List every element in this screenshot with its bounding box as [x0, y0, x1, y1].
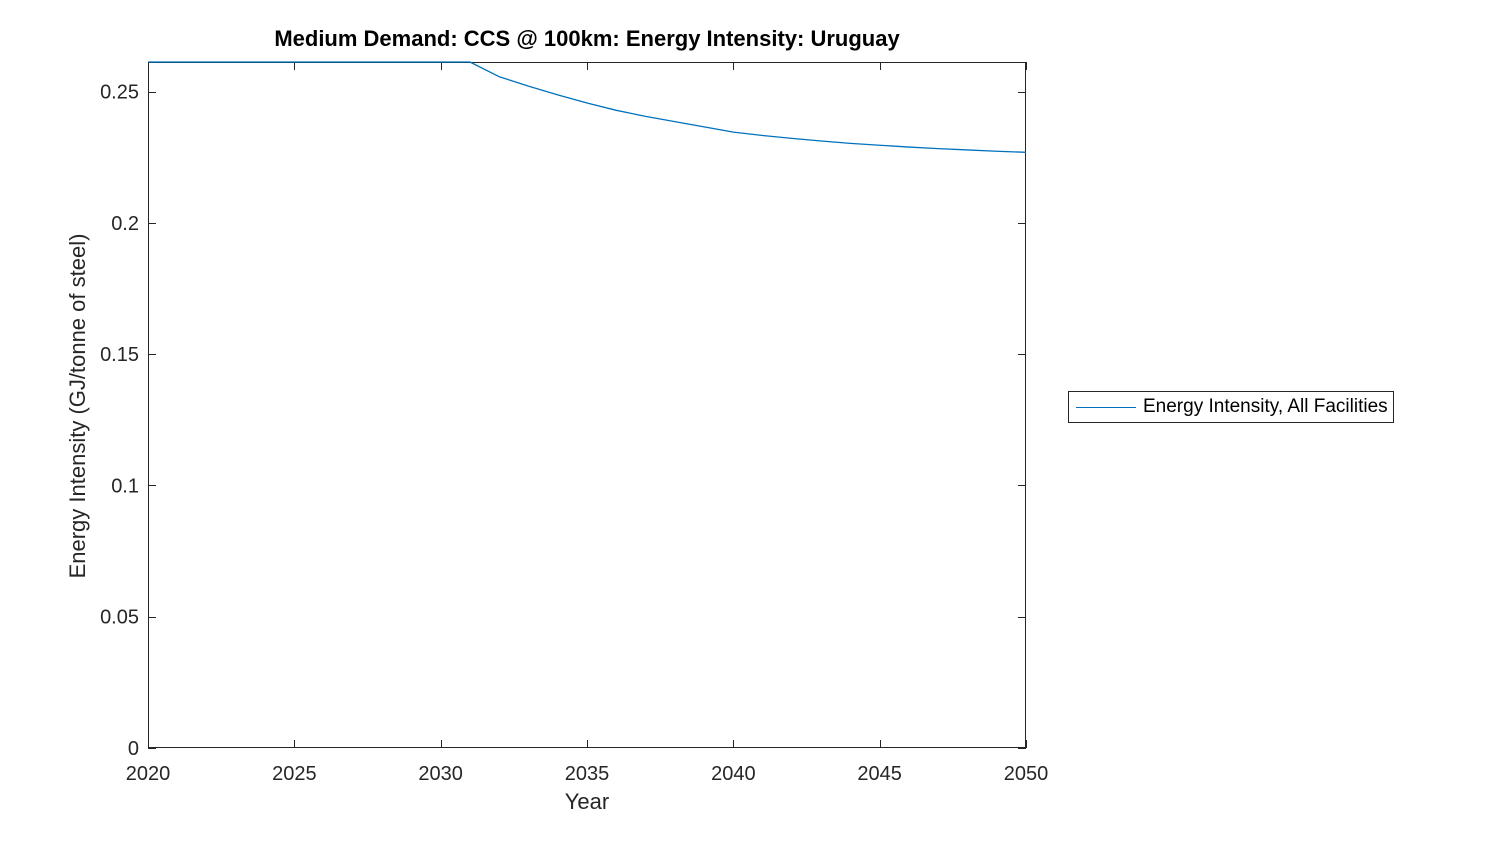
- y-tick-label: 0: [128, 738, 139, 760]
- chart-title: Medium Demand: CCS @ 100km: Energy Inten…: [274, 26, 900, 51]
- series-line: [148, 61, 1027, 153]
- y-tick-label: 0.1: [111, 475, 139, 497]
- y-tick-label: 0.05: [100, 607, 139, 629]
- x-tick-label: 2025: [272, 763, 317, 785]
- legend: Energy Intensity, All Facilities: [1068, 391, 1394, 423]
- legend-entry-label: Energy Intensity, All Facilities: [1143, 396, 1388, 417]
- plot-box: [148, 62, 1026, 748]
- x-tick-label: 2040: [711, 763, 756, 785]
- x-axis-label: Year: [564, 789, 610, 814]
- x-tick-label: 2050: [1004, 763, 1049, 785]
- x-tick-label: 2035: [565, 763, 610, 785]
- x-tick-label: 2045: [857, 763, 902, 785]
- y-tick-label: 0.15: [100, 344, 139, 366]
- y-tick-label: 0.2: [111, 213, 139, 235]
- x-tick-label: 2030: [418, 763, 463, 785]
- legend-line-sample: [1076, 406, 1136, 408]
- y-axis-label: Energy Intensity (GJ/tonne of steel): [65, 233, 90, 579]
- x-tick-label: 2020: [126, 763, 171, 785]
- y-tick-label: 0.25: [100, 82, 139, 104]
